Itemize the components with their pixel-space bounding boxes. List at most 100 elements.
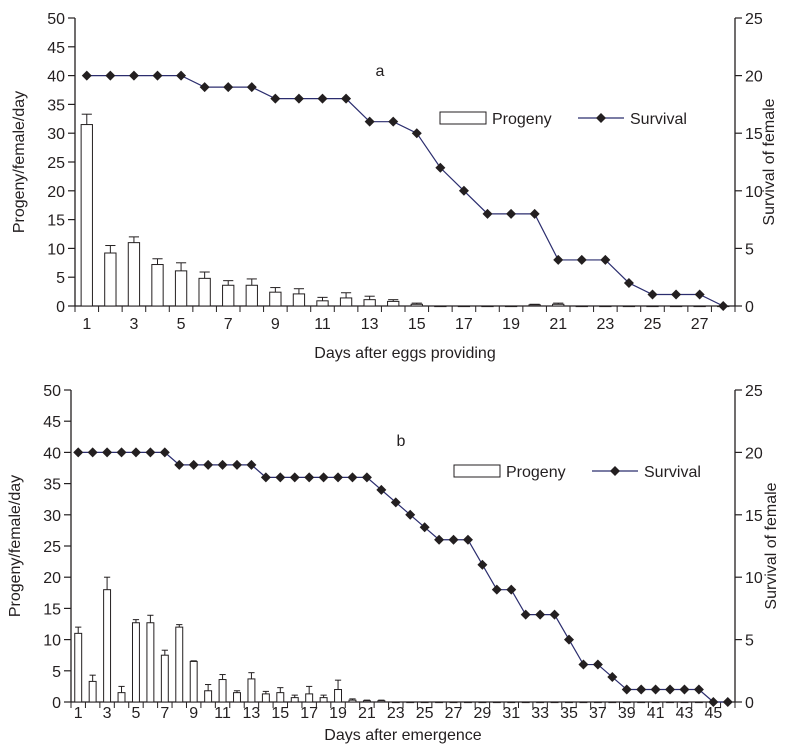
x-axis-title: Days after emergence [324,727,482,744]
x-tick-label: 27 [445,705,463,722]
progeny-bar [103,589,112,703]
legend-progeny-swatch [439,111,487,125]
progeny-bar [334,689,343,703]
survival-point [174,459,185,470]
progeny-bar [218,679,227,703]
survival-point [203,459,214,470]
left-y-tick-label: 35 [43,477,61,494]
x-tick-label: 5 [177,316,186,333]
left-y-axis-title: Progeny/female/day [7,475,24,617]
progeny-bar [387,300,400,307]
survival-point [506,208,517,219]
left-y-tick-label: 15 [47,213,65,230]
progeny-bar [233,692,241,703]
survival-point [694,289,705,300]
survival-point [679,684,690,695]
right-y-tick-label: 25 [745,11,763,28]
right-y-tick-label: 0 [745,695,754,712]
progeny-bar [575,305,588,308]
x-tick-label: 45 [704,705,722,722]
survival-point [535,609,546,620]
right-y-tick-label: 10 [745,184,763,201]
left-y-tick-label: 20 [43,570,61,587]
progeny-bar [651,701,660,704]
progeny-bar [608,701,617,704]
left-y-tick-label: 10 [43,633,61,650]
progeny-bar [339,297,353,307]
progeny-bar [435,701,444,704]
legend-progeny-label: Progeny [492,111,552,128]
progeny-bar [175,626,184,703]
progeny-bar [694,701,703,704]
right-y-tick-label: 20 [745,69,763,86]
left-y-tick-label: 5 [52,664,61,681]
survival-point [549,609,560,620]
x-tick-label: 33 [531,705,549,722]
progeny-bar [151,264,164,307]
survival-point [317,93,328,104]
right-y-tick-label: 15 [745,508,763,525]
survival-point [232,459,242,470]
survival-point [246,82,257,93]
x-tick-label: 1 [82,316,91,333]
survival-point [411,128,422,139]
progeny-bar [528,304,541,307]
survival-point [246,459,257,470]
x-tick-label: 23 [596,316,614,333]
x-tick-label: 3 [129,316,138,333]
survival-line [78,451,728,703]
survival-point [116,447,127,458]
progeny-bar [565,701,573,704]
progeny-bar [622,305,636,308]
progeny-bar [146,622,155,703]
progeny-bar [276,692,285,703]
x-axis-title: Days after eggs providing [314,345,495,362]
progeny-bar [204,690,213,703]
legend-progeny-swatch [453,464,501,478]
left-y-tick-label: 40 [43,445,61,462]
survival-point [105,70,116,81]
progeny-bar [622,701,631,704]
legend-survival-label: Survival [644,464,701,481]
progeny-bar [434,305,447,308]
x-tick-label: 11 [214,705,231,722]
progeny-bar [420,701,429,704]
survival-point [87,447,98,458]
progeny-bar [104,252,117,307]
x-tick-label: 43 [676,705,694,722]
progeny-bar [80,124,93,307]
right-y-axis-title: Survival of female [761,98,778,225]
x-tick-label: 17 [300,705,318,722]
left-y-tick-label: 40 [47,69,65,86]
x-tick-label: 7 [224,316,233,333]
survival-point [647,289,658,300]
survival-point [152,70,163,81]
survival-point [722,697,733,707]
survival-point [81,70,92,81]
x-tick-label: 17 [455,316,473,333]
progeny-bar [680,701,689,704]
left-y-tick-label: 30 [47,126,65,143]
progeny-bar [478,701,487,704]
survival-point [130,447,141,458]
survival-point [188,459,199,470]
survival-point [364,116,375,127]
survival-point [578,659,589,670]
right-y-axis-title: Survival of female [763,482,780,609]
progeny-bar [693,305,706,308]
left-y-tick-label: 50 [47,11,65,28]
survival-point [650,684,661,695]
legend-survival-label: Survival [630,111,687,128]
survival-point [223,82,234,93]
survival-point [708,697,719,707]
survival-point [145,447,156,458]
x-tick-label: 37 [589,705,607,722]
x-tick-label: 9 [189,705,198,722]
x-tick-label: 7 [160,705,169,722]
x-tick-label: 19 [329,705,347,722]
left-y-tick-label: 25 [47,155,65,172]
right-y-tick-label: 15 [745,126,763,143]
survival-point [405,509,416,520]
progeny-bar [504,305,518,308]
survival-point [128,70,139,81]
